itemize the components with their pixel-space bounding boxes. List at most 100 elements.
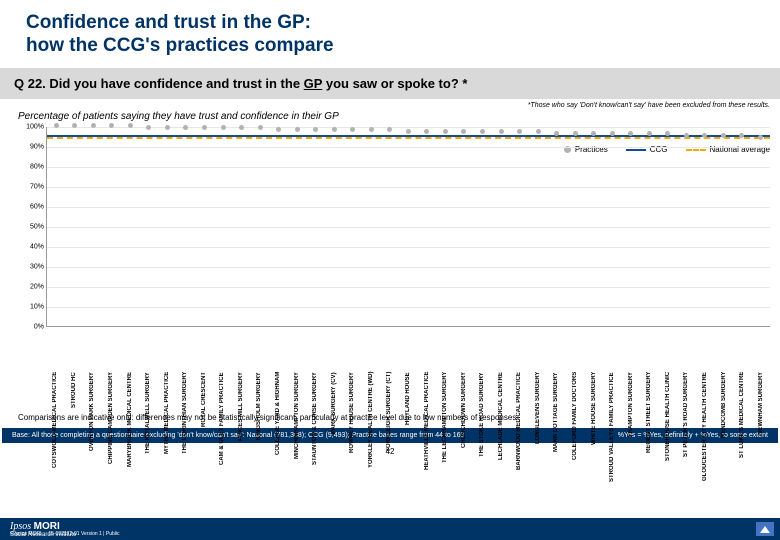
practice-point	[480, 129, 485, 134]
x-axis-label: COTSWOLD MEDICAL PRACTICE	[52, 372, 58, 484]
x-axis-labels: COTSWOLD MEDICAL PRACTICESTROUD HCOVERTO…	[46, 372, 770, 484]
practice-point	[109, 123, 114, 128]
practice-point	[554, 131, 559, 136]
exclusion-note: *Those who say 'Don't know/can't say' ha…	[0, 99, 780, 111]
title-line-2: how the CCG's practices compare	[26, 35, 334, 56]
practice-point	[91, 123, 96, 128]
x-axis-label: BARNWOOD MEDICAL PRACTICE	[516, 372, 522, 484]
practice-point	[165, 125, 170, 130]
x-axis-label: COLLEGE YARD & HIGHNAM	[275, 372, 281, 484]
x-axis-label: ST LUKE'S MEDICAL CENTRE	[739, 372, 745, 484]
title-line-1: Confidence and trust in the GP:	[26, 12, 311, 33]
x-axis-label: WHITE HOUSE SURGERY	[591, 372, 597, 484]
practice-point	[202, 125, 207, 130]
practice-point	[684, 133, 689, 138]
subheading: Percentage of patients saying they have …	[0, 111, 780, 125]
practice-point	[313, 127, 318, 132]
x-axis-label: MYTHE MEDICAL PRACTICE	[164, 372, 170, 484]
x-axis-label: YORKLEIGH SURGERY (CT)	[386, 372, 392, 484]
x-axis-label: FRAMPTON SURGERY	[628, 372, 634, 484]
y-tick: 70%	[18, 183, 44, 190]
practice-point	[665, 131, 670, 136]
practice-point	[739, 133, 744, 138]
x-axis-label: RENDCOMB SURGERY	[721, 372, 727, 484]
footer-bar: Ipsos MORI Social Research Institute © I…	[0, 518, 780, 540]
practice-point	[591, 131, 596, 136]
practice-point	[647, 131, 652, 136]
x-axis-label: LONGLEVENS SURGERY	[535, 372, 541, 484]
practice-point	[239, 125, 244, 130]
practice-point	[443, 129, 448, 134]
x-axis-label: LECHLADE MEDICAL CENTRE	[498, 372, 504, 484]
x-axis-label: THE ROYALWELL SURGERY	[145, 372, 151, 484]
practice-point	[721, 133, 726, 138]
practice-point	[258, 125, 263, 130]
x-axis-label: HOYLAND HOUSE	[405, 372, 411, 484]
triangle-icon	[760, 526, 770, 533]
slide-title: Confidence and trust in the GP: how the …	[0, 0, 780, 60]
practice-point	[536, 129, 541, 134]
x-axis-label: THE CORINTHIAN SURGERY	[182, 372, 188, 484]
x-axis-label: GLOUCESTER CITY HEALTH CENTRE	[702, 372, 708, 484]
practice-point	[54, 123, 59, 128]
practice-point	[517, 129, 522, 134]
y-tick: 10%	[18, 303, 44, 310]
x-axis-label: CAM & ULEY FAMILY PRACTICE	[219, 372, 225, 484]
question-tail: you saw or spoke to? *	[322, 76, 467, 91]
x-axis-label: THE STOKE ROAD SURGERY	[479, 372, 485, 484]
question-underlined: GP	[304, 76, 323, 91]
practice-point	[499, 129, 504, 134]
y-tick: 20%	[18, 283, 44, 290]
practice-point	[146, 125, 151, 130]
x-axis-label: ROYAL CRESCENT	[201, 372, 207, 484]
x-axis-label: THE LECKHAMPTON SURGERY	[442, 372, 448, 484]
x-axis-label: PARK SURGERY (CV)	[331, 372, 337, 484]
x-axis-label: STONEHOUSE HEALTH CLINIC	[665, 372, 671, 484]
x-axis-label: STROUD VALLEYS FAMILY PRACTICE	[609, 372, 615, 484]
x-axis-label: COLEFORD FAMILY DOCTORS	[572, 372, 578, 484]
practice-point	[332, 127, 337, 132]
practice-series	[47, 127, 770, 326]
practice-point	[628, 131, 633, 136]
practice-point	[369, 127, 374, 132]
copyright: © Ipsos MORI	[10, 531, 41, 537]
x-axis-label: KINGSHOLM SURGERY	[256, 372, 262, 484]
practice-point	[183, 125, 188, 130]
x-axis-label: MANN COTTAGE SURGERY	[553, 372, 559, 484]
question-bar: Q 22. Did you have confidence and trust …	[0, 68, 780, 99]
x-axis-label: CHIPPING CAMPDEN SURGERY	[108, 372, 114, 484]
y-tick: 90%	[18, 143, 44, 150]
x-axis-label: ST PETER'S ROAD SURGERY	[683, 372, 689, 484]
practice-point	[128, 123, 133, 128]
version: 15-032172-01 Version 1 | Public	[48, 531, 119, 537]
x-axis-label: STAUNTON & CORSE SURGERY	[312, 372, 318, 484]
y-tick: 50%	[18, 223, 44, 230]
plot-area	[46, 127, 770, 327]
y-tick: 30%	[18, 263, 44, 270]
y-tick: 80%	[18, 163, 44, 170]
practice-point	[461, 129, 466, 134]
practice-point	[387, 127, 392, 132]
x-axis-label: MINCHINHAMPTON SURGERY	[294, 372, 300, 484]
practice-point	[72, 123, 77, 128]
y-tick: 40%	[18, 243, 44, 250]
practice-point	[276, 127, 281, 132]
practice-point	[573, 131, 578, 136]
chart-area: 0%10%20%30%40%50%60%70%80%90%100%	[18, 127, 770, 327]
x-axis-label: YORKLEY HEALTH CENTRE (WD)	[368, 372, 374, 484]
x-axis-label: HEATHVILLE MEDICAL PRACTICE	[424, 372, 430, 484]
x-axis-label: ROWNEY HOUSE SURGERY	[349, 372, 355, 484]
nav-badge[interactable]	[756, 522, 774, 536]
practice-point	[702, 133, 707, 138]
y-tick: 0%	[18, 323, 44, 330]
x-axis-label: MARYBROOK MEDICAL CENTRE	[127, 372, 133, 484]
x-axis-label: NEWNHAM SURGERY	[758, 372, 764, 484]
practice-point	[406, 129, 411, 134]
x-axis-label: REGENT STREET SURGERY	[646, 372, 652, 484]
x-axis-label: PRICES MILL SURGERY	[238, 372, 244, 484]
y-tick: 60%	[18, 203, 44, 210]
x-axis-label: STROUD HC	[71, 372, 77, 484]
practice-point	[350, 127, 355, 132]
practice-point	[758, 135, 763, 140]
practice-point	[424, 129, 429, 134]
